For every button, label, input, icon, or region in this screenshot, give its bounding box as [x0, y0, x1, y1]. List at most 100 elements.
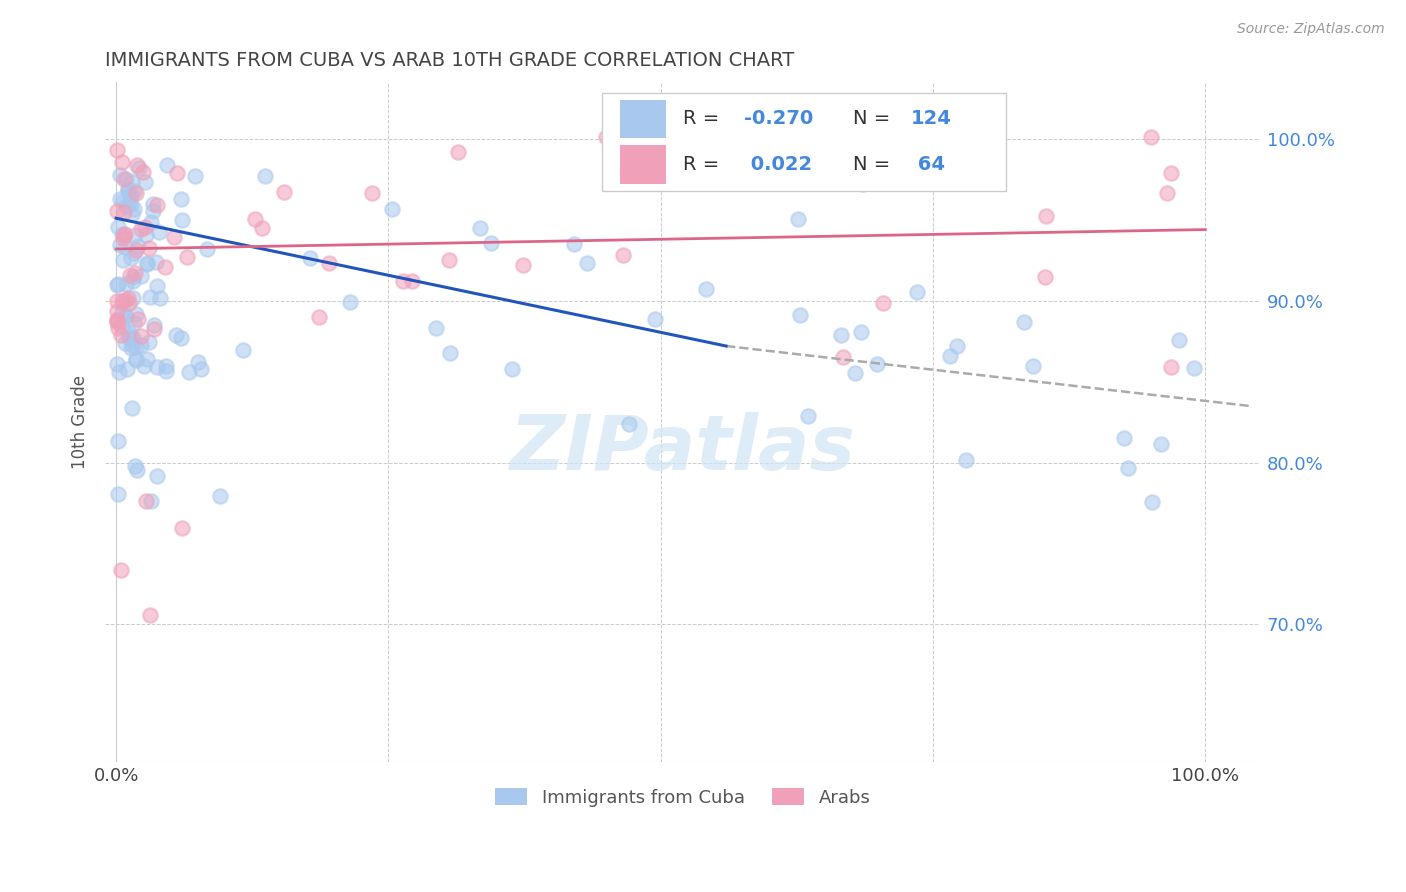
Point	[172, 521, 194, 535]
Point	[117, 291, 139, 305]
Point	[107, 220, 129, 235]
Point	[299, 251, 322, 265]
Point	[866, 358, 889, 372]
Point	[1156, 186, 1178, 200]
Point	[725, 172, 748, 186]
Point	[118, 296, 141, 310]
Point	[124, 227, 146, 242]
Point	[134, 220, 156, 235]
Point	[1160, 359, 1182, 374]
Text: N =: N =	[853, 110, 897, 128]
Point	[125, 307, 148, 321]
Point	[187, 355, 209, 369]
Point	[125, 351, 148, 366]
Point	[105, 278, 128, 293]
Point	[1022, 359, 1045, 373]
Point	[872, 296, 894, 310]
Point	[142, 318, 165, 332]
Point	[512, 258, 534, 272]
Point	[125, 340, 148, 354]
Point	[1167, 333, 1189, 347]
Point	[112, 252, 135, 267]
Point	[905, 285, 928, 300]
Point	[135, 227, 157, 242]
Point	[136, 256, 159, 270]
Point	[946, 339, 969, 353]
Point	[787, 212, 810, 227]
Point	[121, 206, 143, 220]
Point	[115, 199, 138, 213]
Point	[1182, 360, 1205, 375]
Point	[232, 343, 254, 357]
Point	[439, 346, 461, 360]
Point	[1140, 130, 1163, 145]
Point	[695, 282, 717, 296]
Point	[108, 169, 131, 183]
Point	[1035, 209, 1057, 223]
Point	[250, 221, 273, 235]
Point	[112, 297, 135, 311]
Point	[245, 212, 267, 227]
Point	[830, 328, 852, 343]
Point	[108, 192, 131, 206]
Point	[136, 351, 159, 366]
Point	[170, 213, 193, 227]
Point	[1116, 460, 1139, 475]
Point	[139, 215, 162, 229]
Point	[115, 361, 138, 376]
Point	[146, 469, 169, 483]
Point	[127, 463, 149, 477]
Point	[644, 312, 666, 326]
Point	[562, 236, 585, 251]
Text: -0.270: -0.270	[744, 110, 813, 128]
Point	[155, 359, 177, 374]
Point	[146, 278, 169, 293]
Text: 64: 64	[911, 155, 945, 174]
Point	[117, 186, 139, 201]
Point	[145, 360, 167, 375]
Point	[612, 248, 634, 262]
Text: Source: ZipAtlas.com: Source: ZipAtlas.com	[1237, 22, 1385, 37]
Point	[138, 241, 160, 255]
Point	[135, 493, 157, 508]
Point	[114, 335, 136, 350]
Point	[170, 192, 193, 206]
Point	[129, 338, 152, 352]
Point	[139, 607, 162, 622]
Point	[117, 182, 139, 196]
Point	[156, 158, 179, 172]
Point	[122, 316, 145, 330]
Point	[107, 277, 129, 291]
Point	[114, 227, 136, 242]
Point	[139, 494, 162, 508]
Point	[148, 225, 170, 239]
Point	[391, 274, 413, 288]
Point	[105, 143, 128, 157]
Point	[115, 277, 138, 291]
Point	[163, 229, 186, 244]
Point	[125, 353, 148, 368]
Text: 124: 124	[911, 110, 952, 128]
Point	[1140, 494, 1163, 508]
Point	[955, 453, 977, 467]
Point	[129, 269, 152, 284]
Point	[121, 331, 143, 345]
Point	[127, 238, 149, 252]
Point	[111, 194, 134, 208]
Point	[145, 254, 167, 268]
Point	[120, 188, 142, 202]
Point	[111, 294, 134, 309]
Point	[120, 332, 142, 346]
Text: 0.022: 0.022	[744, 155, 811, 174]
Point	[339, 295, 361, 310]
Text: R =: R =	[682, 110, 725, 128]
Point	[208, 489, 231, 503]
Point	[481, 235, 503, 250]
Point	[120, 341, 142, 355]
Point	[125, 158, 148, 172]
Point	[121, 274, 143, 288]
Point	[501, 362, 523, 376]
Point	[110, 308, 132, 322]
Point	[138, 335, 160, 350]
Point	[132, 359, 155, 373]
